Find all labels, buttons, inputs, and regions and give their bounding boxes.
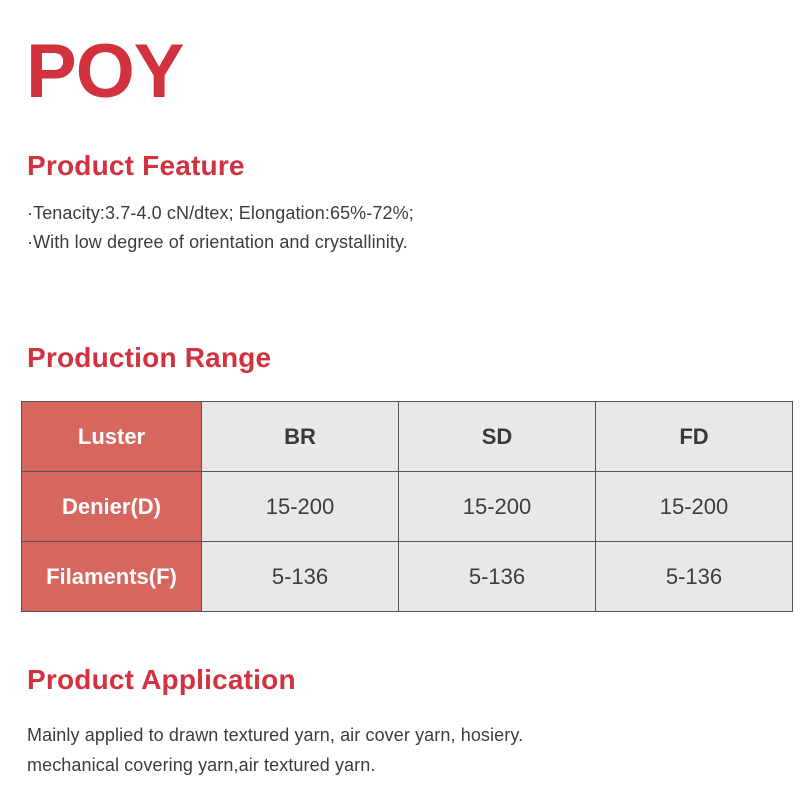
application-line-2: mechanical covering yarn,air textured ya… — [27, 755, 376, 775]
table-row-denier: Denier(D) 15-200 15-200 15-200 — [21, 471, 793, 542]
production-range-table: Luster BR SD FD Denier(D) 15-200 15-200 … — [21, 401, 793, 612]
denier-br-value: 15-200 — [201, 471, 399, 542]
product-application-heading: Product Application — [27, 664, 296, 695]
product-feature-text: ·Tenacity:3.7-4.0 cN/dtex; Elongation:65… — [27, 199, 414, 257]
filaments-br-value: 5-136 — [201, 541, 399, 612]
table-header-br: BR — [201, 401, 399, 472]
filaments-sd-value: 5-136 — [398, 541, 596, 612]
denier-sd-value: 15-200 — [398, 471, 596, 542]
table-header-sd: SD — [398, 401, 596, 472]
table-header-fd: FD — [595, 401, 793, 472]
table-row-filaments: Filaments(F) 5-136 5-136 5-136 — [21, 541, 793, 612]
table-header-row: Luster BR SD FD — [21, 401, 793, 472]
feature-line-orientation: ·With low degree of orientation and crys… — [27, 232, 408, 252]
filaments-fd-value: 5-136 — [595, 541, 793, 612]
product-feature-heading: Product Feature — [27, 150, 245, 181]
application-line-1: Mainly applied to drawn textured yarn, a… — [27, 725, 524, 745]
denier-fd-value: 15-200 — [595, 471, 793, 542]
product-application-text: Mainly applied to drawn textured yarn, a… — [27, 720, 523, 780]
feature-line-tenacity: ·Tenacity:3.7-4.0 cN/dtex; Elongation:65… — [27, 203, 414, 223]
production-range-heading: Production Range — [27, 342, 272, 373]
row-label-filaments: Filaments(F) — [21, 541, 202, 612]
table-header-luster: Luster — [21, 401, 202, 472]
page-title: POY — [26, 29, 184, 114]
row-label-denier: Denier(D) — [21, 471, 202, 542]
